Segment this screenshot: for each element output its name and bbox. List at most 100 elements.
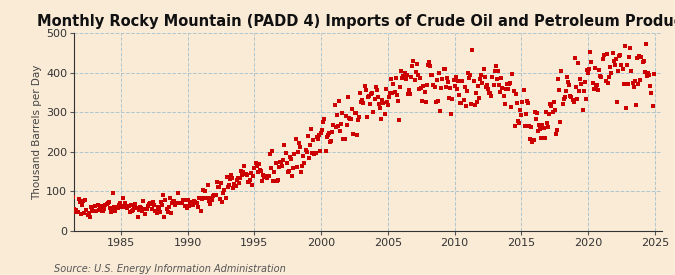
Point bbox=[509, 124, 520, 128]
Point bbox=[86, 207, 97, 211]
Point bbox=[150, 208, 161, 213]
Point bbox=[128, 208, 138, 213]
Point bbox=[642, 74, 653, 78]
Point bbox=[565, 94, 576, 99]
Point bbox=[424, 60, 435, 64]
Point bbox=[529, 109, 540, 114]
Point bbox=[591, 85, 601, 89]
Point bbox=[646, 91, 657, 95]
Point bbox=[596, 75, 607, 79]
Point bbox=[63, 209, 74, 213]
Point bbox=[439, 67, 450, 72]
Point bbox=[574, 88, 585, 93]
Point bbox=[165, 196, 176, 200]
Point bbox=[143, 201, 154, 206]
Point bbox=[634, 53, 645, 58]
Point bbox=[490, 64, 501, 68]
Point bbox=[560, 89, 571, 94]
Point bbox=[80, 197, 90, 202]
Point bbox=[88, 209, 99, 214]
Y-axis label: Thousand Barrels per Day: Thousand Barrels per Day bbox=[32, 64, 42, 200]
Point bbox=[572, 97, 583, 101]
Point bbox=[138, 199, 148, 203]
Point bbox=[77, 203, 88, 207]
Point bbox=[456, 101, 466, 105]
Point bbox=[460, 104, 471, 108]
Point bbox=[643, 71, 653, 75]
Point bbox=[184, 202, 195, 206]
Point bbox=[90, 204, 101, 208]
Point bbox=[315, 149, 325, 153]
Point bbox=[527, 140, 538, 144]
Point bbox=[364, 94, 375, 98]
Point bbox=[304, 156, 315, 160]
Point bbox=[617, 66, 628, 71]
Point bbox=[522, 101, 533, 105]
Point bbox=[349, 111, 360, 115]
Point bbox=[203, 199, 214, 203]
Point bbox=[296, 169, 306, 174]
Point bbox=[626, 68, 637, 73]
Point bbox=[595, 74, 605, 78]
Point bbox=[556, 69, 567, 73]
Point bbox=[544, 112, 555, 117]
Point bbox=[191, 201, 202, 205]
Point bbox=[376, 117, 387, 122]
Point bbox=[627, 81, 638, 86]
Point bbox=[553, 76, 564, 81]
Point bbox=[236, 169, 246, 173]
Point bbox=[381, 100, 392, 104]
Point bbox=[251, 164, 262, 168]
Point bbox=[558, 97, 569, 101]
Point bbox=[493, 68, 504, 73]
Point bbox=[153, 205, 163, 210]
Point bbox=[428, 83, 439, 88]
Point bbox=[277, 164, 288, 168]
Point bbox=[488, 82, 499, 87]
Point bbox=[522, 99, 533, 104]
Point bbox=[496, 76, 507, 80]
Point bbox=[238, 170, 248, 174]
Point bbox=[515, 107, 526, 112]
Point bbox=[359, 84, 370, 89]
Point bbox=[115, 200, 126, 205]
Point bbox=[518, 87, 529, 92]
Point bbox=[100, 203, 111, 208]
Point bbox=[192, 205, 203, 209]
Point bbox=[507, 72, 518, 76]
Point bbox=[405, 92, 416, 96]
Point bbox=[146, 207, 157, 211]
Point bbox=[127, 209, 138, 214]
Point bbox=[388, 82, 399, 86]
Point bbox=[76, 212, 86, 216]
Point bbox=[163, 205, 174, 209]
Point bbox=[476, 73, 487, 78]
Point bbox=[630, 102, 641, 107]
Point bbox=[364, 102, 375, 106]
Point bbox=[74, 200, 85, 204]
Point bbox=[538, 126, 549, 130]
Point bbox=[576, 82, 587, 86]
Point bbox=[380, 87, 391, 91]
Point bbox=[129, 205, 140, 209]
Point bbox=[601, 79, 612, 83]
Point bbox=[356, 100, 367, 104]
Point bbox=[348, 132, 359, 136]
Point bbox=[306, 127, 317, 132]
Point bbox=[632, 82, 643, 86]
Point bbox=[217, 200, 227, 205]
Point bbox=[352, 133, 362, 137]
Point bbox=[328, 122, 339, 127]
Point bbox=[240, 172, 251, 176]
Point bbox=[97, 209, 107, 213]
Point bbox=[452, 79, 463, 83]
Point bbox=[209, 192, 220, 197]
Point bbox=[487, 75, 498, 80]
Point bbox=[350, 111, 361, 115]
Point bbox=[282, 170, 293, 174]
Point bbox=[431, 78, 442, 82]
Point bbox=[570, 85, 581, 90]
Point bbox=[369, 97, 380, 101]
Point bbox=[512, 101, 522, 106]
Point bbox=[414, 87, 425, 91]
